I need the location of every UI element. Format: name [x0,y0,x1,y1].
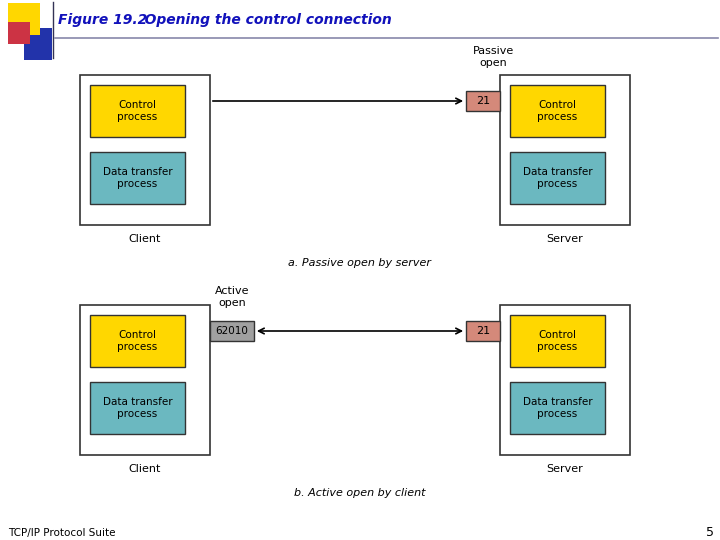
Bar [8,3,40,35]
Text: Passive
open: Passive open [472,46,513,68]
Text: Server: Server [546,234,583,244]
Text: Control
process: Control process [117,330,158,352]
Bar [500,75,630,225]
Bar [24,28,52,60]
Text: 62010: 62010 [215,326,248,336]
Bar [80,75,210,225]
Text: Control
process: Control process [537,100,577,122]
Text: Client: Client [129,234,161,244]
Bar [510,382,605,434]
Text: Data transfer
process: Data transfer process [103,167,172,189]
Bar [466,321,500,341]
Text: Figure 19.2: Figure 19.2 [58,13,148,27]
Bar [466,91,500,111]
Bar [500,305,630,455]
Text: Data transfer
process: Data transfer process [103,397,172,419]
Text: TCP/IP Protocol Suite: TCP/IP Protocol Suite [8,528,115,538]
Text: a. Passive open by server: a. Passive open by server [289,258,431,268]
Text: Client: Client [129,464,161,474]
Text: Active
open: Active open [215,286,249,308]
Bar [80,305,210,455]
Bar [90,315,185,367]
Text: 21: 21 [476,96,490,106]
Text: Opening the control connection: Opening the control connection [130,13,392,27]
Text: 21: 21 [476,326,490,336]
Bar [90,382,185,434]
Text: Server: Server [546,464,583,474]
Bar [90,85,185,137]
Bar [90,152,185,204]
Bar [510,315,605,367]
Text: Data transfer
process: Data transfer process [523,167,593,189]
Text: Data transfer
process: Data transfer process [523,397,593,419]
Bar [210,321,254,341]
Text: b. Active open by client: b. Active open by client [294,488,426,498]
Bar [510,152,605,204]
Bar [8,22,30,44]
Text: Control
process: Control process [537,330,577,352]
Text: 5: 5 [706,526,714,539]
Text: Control
process: Control process [117,100,158,122]
Bar [510,85,605,137]
